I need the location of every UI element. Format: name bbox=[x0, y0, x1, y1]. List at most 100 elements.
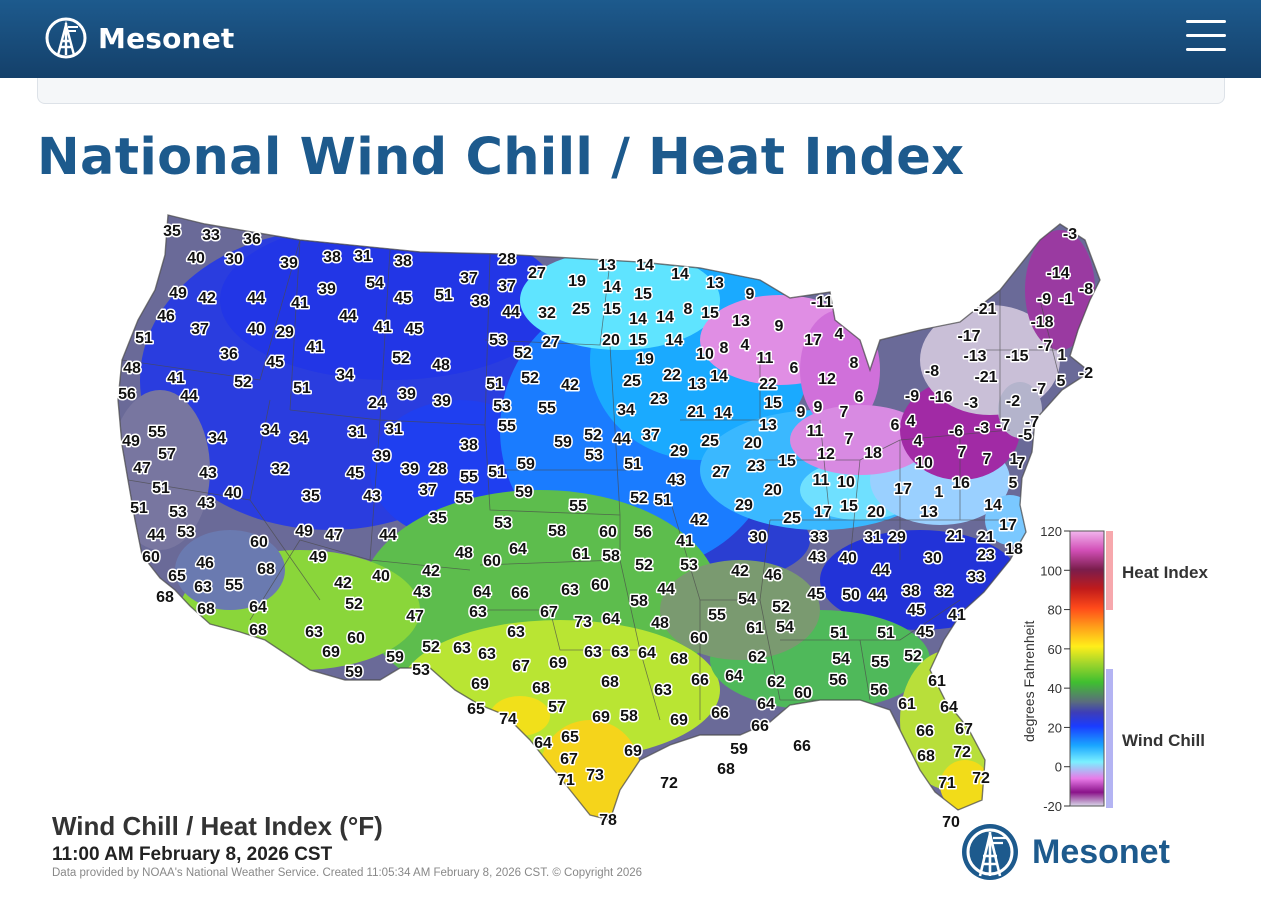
station-reading: 49 bbox=[295, 523, 313, 540]
station-reading: 38 bbox=[394, 253, 412, 270]
station-reading: 34 bbox=[336, 367, 354, 384]
station-reading: 49 bbox=[122, 433, 140, 450]
brand-text: Mesonet bbox=[1032, 832, 1170, 871]
station-reading: 64 bbox=[940, 699, 958, 716]
station-reading: 52 bbox=[630, 490, 648, 507]
station-reading: 12 bbox=[818, 371, 836, 388]
collapsed-panel bbox=[37, 78, 1225, 104]
station-reading: -7 bbox=[996, 417, 1010, 434]
station-reading: 52 bbox=[392, 350, 410, 367]
station-reading: 4 bbox=[835, 326, 844, 343]
station-reading: 59 bbox=[730, 741, 748, 758]
station-reading: 68 bbox=[532, 680, 550, 697]
heat-index-label: Heat Index bbox=[1122, 563, 1209, 582]
station-reading: 60 bbox=[599, 524, 617, 541]
station-reading: 24 bbox=[368, 395, 386, 412]
station-reading: 9 bbox=[746, 286, 755, 303]
station-reading: 53 bbox=[169, 504, 187, 521]
station-reading: 20 bbox=[744, 435, 762, 452]
mesonet-logo-link[interactable]: Mesonet bbox=[44, 17, 234, 59]
legend-tick-label: -20 bbox=[1043, 799, 1062, 814]
station-reading: 64 bbox=[473, 584, 491, 601]
station-reading: 54 bbox=[366, 275, 384, 292]
station-reading: 66 bbox=[793, 738, 811, 755]
station-reading: 48 bbox=[455, 545, 473, 562]
station-reading: -9 bbox=[905, 388, 919, 405]
station-reading: -2 bbox=[1079, 365, 1093, 382]
station-reading: 15 bbox=[634, 286, 652, 303]
station-reading: -14 bbox=[1046, 265, 1069, 282]
station-reading: 51 bbox=[488, 464, 506, 481]
station-reading: 44 bbox=[613, 431, 631, 448]
station-reading: 31 bbox=[348, 424, 366, 441]
station-reading: 4 bbox=[914, 433, 923, 450]
legend-tick-label: 100 bbox=[1040, 563, 1062, 578]
station-reading: 36 bbox=[243, 231, 261, 248]
station-reading: 41 bbox=[374, 319, 392, 336]
station-reading: 63 bbox=[611, 644, 629, 661]
data-credit: Data provided by NOAA's National Weather… bbox=[52, 867, 643, 879]
station-reading: 63 bbox=[469, 604, 487, 621]
station-reading: 6 bbox=[790, 360, 799, 377]
station-reading: 63 bbox=[561, 582, 579, 599]
station-reading: 67 bbox=[512, 658, 530, 675]
station-reading: 55 bbox=[148, 424, 166, 441]
station-reading: 44 bbox=[502, 304, 520, 321]
station-reading: 55 bbox=[871, 654, 889, 671]
station-reading: 45 bbox=[346, 465, 364, 482]
station-reading: 15 bbox=[778, 453, 796, 470]
station-reading: 33 bbox=[967, 569, 985, 586]
station-reading: 45 bbox=[266, 354, 284, 371]
station-reading: 14 bbox=[665, 332, 683, 349]
station-reading: 71 bbox=[557, 772, 575, 789]
station-reading: 52 bbox=[521, 370, 539, 387]
station-reading: 33 bbox=[202, 227, 220, 244]
logo-text: Mesonet bbox=[98, 21, 235, 55]
station-reading: 1 bbox=[1010, 451, 1019, 468]
station-reading: 17 bbox=[894, 481, 912, 498]
station-reading: 14 bbox=[671, 266, 689, 283]
station-reading: 53 bbox=[585, 447, 603, 464]
station-reading: 33 bbox=[810, 529, 828, 546]
station-reading: 61 bbox=[572, 546, 590, 563]
station-reading: 14 bbox=[710, 368, 728, 385]
legend-tick-label: 20 bbox=[1048, 720, 1062, 735]
station-reading: 30 bbox=[924, 550, 942, 567]
station-reading: 53 bbox=[493, 398, 511, 415]
station-reading: -16 bbox=[929, 389, 952, 406]
station-reading: 55 bbox=[569, 498, 587, 515]
station-reading: 74 bbox=[499, 711, 517, 728]
station-reading: 64 bbox=[534, 735, 552, 752]
station-reading: 34 bbox=[290, 430, 308, 447]
station-reading: 43 bbox=[197, 495, 215, 512]
station-reading: -13 bbox=[963, 348, 986, 365]
station-reading: 60 bbox=[591, 577, 609, 594]
station-reading: 72 bbox=[972, 770, 990, 787]
station-reading: 48 bbox=[123, 360, 141, 377]
station-reading: -11 bbox=[811, 294, 833, 311]
station-reading: 15 bbox=[840, 498, 858, 515]
station-reading: 40 bbox=[839, 550, 857, 567]
station-reading: 15 bbox=[629, 332, 647, 349]
station-reading: 5 bbox=[1009, 475, 1018, 492]
station-reading: 60 bbox=[250, 534, 268, 551]
station-reading: -21 bbox=[973, 301, 996, 318]
station-reading: 10 bbox=[696, 346, 714, 363]
station-reading: 13 bbox=[732, 313, 750, 330]
station-reading: -15 bbox=[1005, 348, 1028, 365]
station-reading: 52 bbox=[345, 596, 363, 613]
station-reading: 37 bbox=[460, 270, 478, 287]
station-reading: 64 bbox=[509, 541, 527, 558]
station-reading: 19 bbox=[636, 351, 654, 368]
station-reading: 66 bbox=[511, 585, 529, 602]
station-reading: 7 bbox=[840, 404, 849, 421]
station-reading: -6 bbox=[949, 423, 963, 440]
station-reading: 32 bbox=[935, 583, 953, 600]
station-reading: 52 bbox=[584, 427, 602, 444]
hamburger-menu-icon[interactable] bbox=[1186, 20, 1226, 54]
station-reading: 51 bbox=[135, 330, 153, 347]
station-reading: 49 bbox=[309, 549, 327, 566]
station-reading: 55 bbox=[498, 418, 516, 435]
station-reading: 66 bbox=[691, 672, 709, 689]
